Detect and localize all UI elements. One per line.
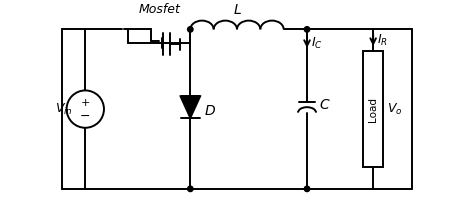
Text: Load: Load	[368, 97, 378, 122]
Text: $I_R$: $I_R$	[377, 33, 388, 48]
Text: $V_o$: $V_o$	[387, 102, 402, 117]
Circle shape	[304, 27, 310, 32]
Text: Mosfet: Mosfet	[138, 3, 180, 16]
Circle shape	[188, 186, 193, 192]
Text: −: −	[80, 110, 91, 123]
Text: +: +	[81, 98, 90, 108]
Circle shape	[188, 27, 193, 32]
Text: $V_{in}$: $V_{in}$	[55, 102, 73, 117]
Text: $D$: $D$	[204, 104, 216, 118]
Circle shape	[304, 186, 310, 192]
Text: $I_C$: $I_C$	[311, 36, 323, 51]
Text: $L$: $L$	[233, 3, 241, 17]
Text: $C$: $C$	[319, 98, 330, 112]
Polygon shape	[181, 97, 200, 118]
Bar	[364, 51, 383, 167]
